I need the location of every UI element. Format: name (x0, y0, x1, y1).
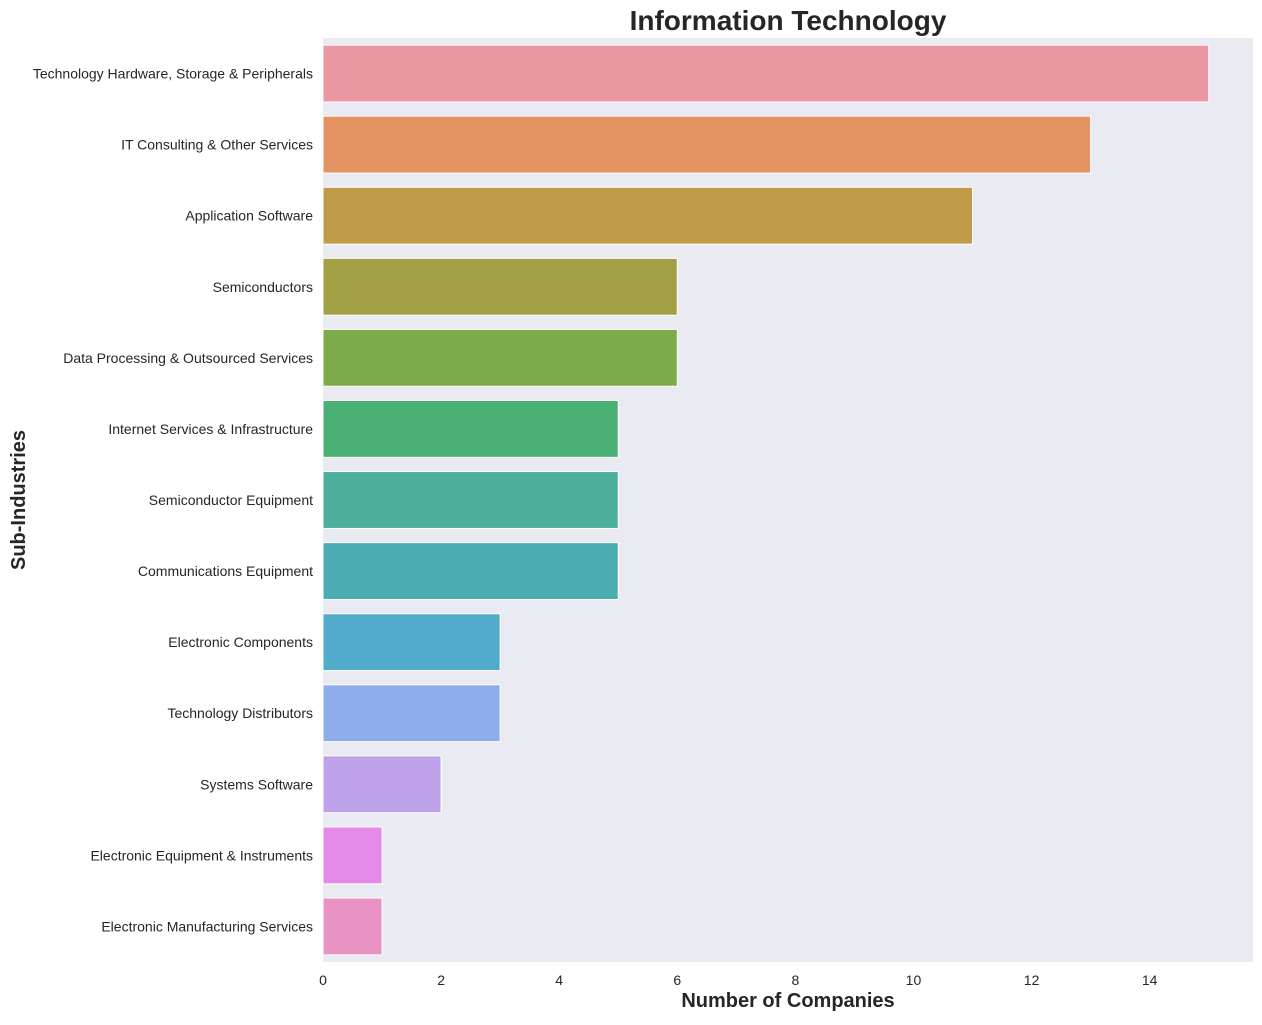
x-tick-label-14: 14 (1142, 972, 1158, 988)
x-tick-label-10: 10 (906, 972, 922, 988)
y-tick-label-9: Electronic Components (168, 634, 313, 650)
bar-4 (322, 257, 678, 316)
y-tick-label-12: Electronic Equipment & Instruments (90, 847, 313, 863)
bar-10 (322, 684, 501, 743)
y-tick-label-7: Semiconductor Equipment (149, 492, 313, 508)
chart-title: Information Technology (630, 5, 947, 36)
x-tick-labels: 0 2 4 6 8 10 12 14 (319, 972, 1158, 988)
bar-11 (322, 755, 442, 814)
bar-2 (322, 115, 1092, 174)
x-tick-label-2: 2 (437, 972, 445, 988)
y-tick-label-5: Data Processing & Outsourced Services (63, 350, 313, 366)
bar-6 (322, 399, 619, 458)
x-tick-label-0: 0 (319, 972, 327, 988)
y-axis-title: Sub-Industries (8, 430, 30, 570)
bar-12 (322, 826, 383, 885)
bars-group (322, 44, 1210, 956)
x-tick-label-4: 4 (555, 972, 563, 988)
y-tick-label-6: Internet Services & Infrastructure (108, 421, 313, 437)
x-axis-title: Number of Companies (681, 990, 894, 1012)
y-tick-label-13: Electronic Manufacturing Services (101, 918, 313, 934)
x-tick-label-12: 12 (1024, 972, 1040, 988)
y-tick-label-8: Communications Equipment (138, 563, 313, 579)
bar-13 (322, 897, 383, 956)
bar-8 (322, 542, 619, 601)
y-tick-label-4: Semiconductors (213, 279, 313, 295)
bar-1 (322, 44, 1210, 103)
bar-5 (322, 328, 678, 387)
y-tick-label-2: IT Consulting & Other Services (121, 137, 313, 153)
y-tick-label-11: Systems Software (200, 776, 313, 792)
y-tick-label-3: Application Software (185, 208, 313, 224)
bar-7 (322, 471, 619, 529)
bar-9 (322, 613, 501, 672)
y-tick-labels: Technology Hardware, Storage & Periphera… (33, 66, 313, 935)
bar-3 (322, 186, 974, 245)
y-tick-label-10: Technology Distributors (167, 705, 313, 721)
x-tick-label-6: 6 (673, 972, 681, 988)
x-tick-label-8: 8 (791, 972, 799, 988)
y-tick-label-1: Technology Hardware, Storage & Periphera… (33, 66, 313, 82)
